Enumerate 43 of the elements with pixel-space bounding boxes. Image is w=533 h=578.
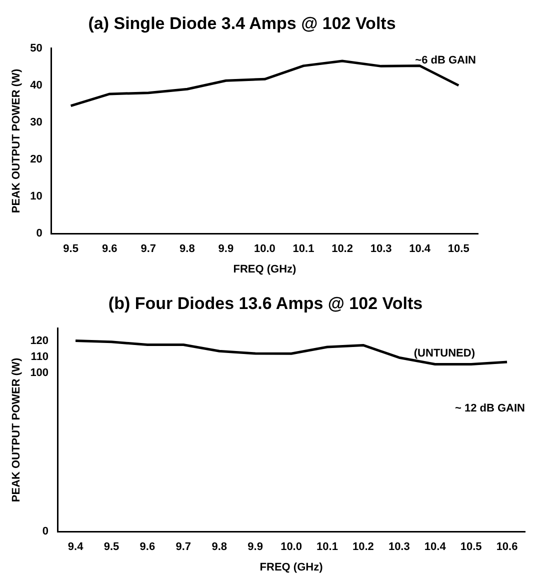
y-tick-label: 100	[30, 366, 49, 379]
x-tick-label: 9.4	[68, 541, 84, 554]
y-tick-label: 30	[30, 116, 42, 129]
y-tick-label: 50	[30, 42, 42, 54]
y-tick-label: 0	[42, 526, 49, 538]
x-tick-label: 9.8	[180, 243, 195, 256]
x-axis-title: FREQ (GHz)	[233, 263, 297, 276]
x-tick-label: 10.0	[280, 541, 302, 554]
x-tick-label: 10.1	[292, 243, 314, 256]
x-tick-label: 9.6	[140, 541, 156, 554]
y-tick-label: 10	[30, 190, 42, 203]
y-tick-label: 20	[30, 154, 42, 166]
x-tick-label: 9.5	[104, 541, 120, 554]
x-tick-label: 10.3	[388, 541, 410, 554]
annotation: (UNTUNED)	[414, 347, 476, 360]
x-tick-label: 10.1	[316, 541, 338, 554]
x-tick-label: 9.7	[176, 541, 192, 554]
y-tick-label: 0	[36, 228, 42, 240]
y-axis-title: PEAK OUTPUT POWER (W)	[10, 358, 23, 502]
x-tick-label: 10.4	[409, 243, 432, 256]
x-tick-label: 9.9	[248, 541, 263, 554]
y-tick-label: 120	[30, 335, 49, 348]
x-tick-label: 9.5	[63, 243, 78, 256]
x-tick-label: 10.6	[496, 541, 518, 554]
x-tick-label: 10.5	[448, 243, 470, 256]
x-axis-title: FREQ (GHz)	[260, 561, 324, 574]
annotation: ~6 dB GAIN	[415, 54, 476, 66]
x-tick-label: 10.3	[370, 243, 392, 256]
x-tick-label: 9.9	[218, 243, 234, 256]
x-tick-label: 10.2	[352, 541, 374, 554]
y-axis-title: PEAK OUTPUT POWER (W)	[10, 68, 23, 214]
x-tick-label: 10.4	[424, 541, 447, 554]
y-tick-label: 40	[30, 79, 42, 92]
x-tick-label: 10.2	[332, 243, 353, 256]
chart-title: (b) Four Diodes 13.6 Amps @ 102 Volts	[108, 294, 423, 313]
x-tick-label: 10.0	[254, 243, 276, 256]
x-tick-label: 9.8	[212, 541, 228, 554]
annotation: ~ 12 dB GAIN	[455, 402, 526, 414]
x-tick-label: 9.7	[140, 243, 156, 256]
x-tick-label: 9.6	[102, 243, 118, 256]
x-tick-label: 10.5	[460, 541, 482, 554]
chart-title: (a) Single Diode 3.4 Amps @ 102 Volts	[88, 14, 396, 33]
y-tick-label: 110	[30, 351, 49, 364]
